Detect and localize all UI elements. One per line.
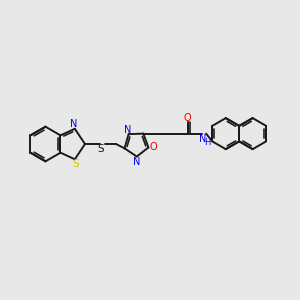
Text: S: S: [72, 159, 79, 169]
Text: N: N: [199, 134, 206, 144]
Text: S: S: [98, 144, 104, 154]
Text: N: N: [133, 157, 140, 166]
Text: H: H: [204, 138, 210, 147]
Text: N: N: [124, 125, 132, 135]
Text: O: O: [150, 142, 157, 152]
Text: N: N: [70, 119, 78, 129]
Text: O: O: [183, 113, 191, 123]
